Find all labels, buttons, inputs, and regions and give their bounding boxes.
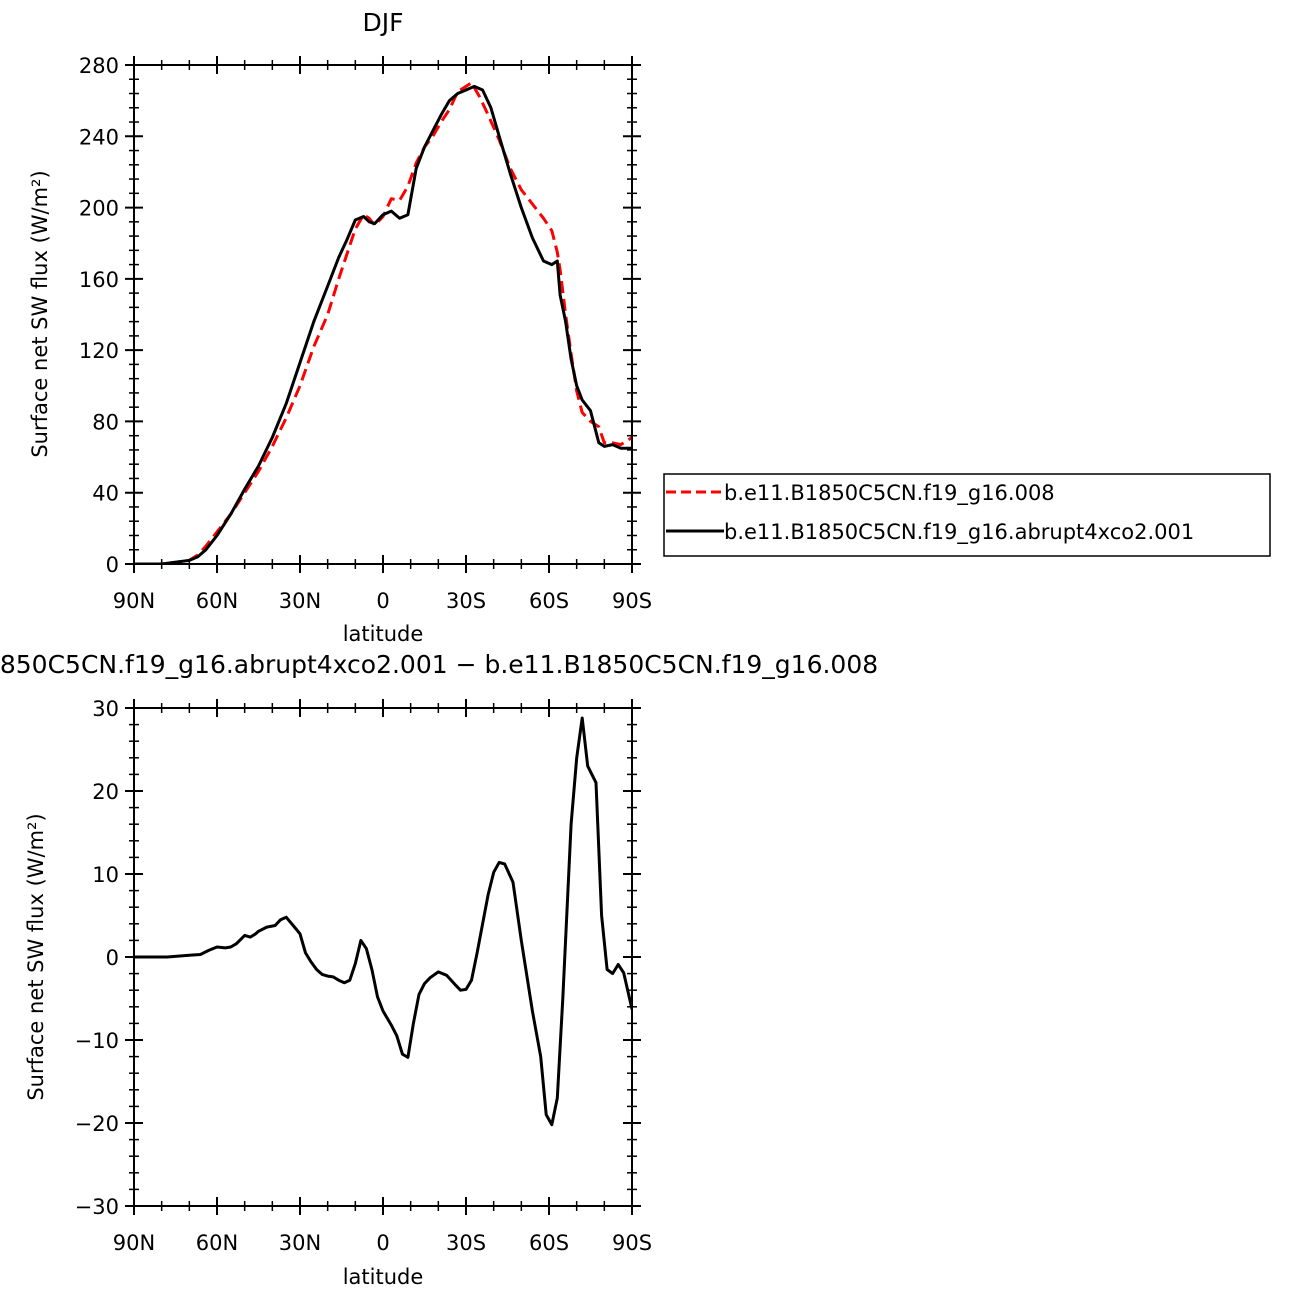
bottom-x-tick-label: 30N — [279, 1231, 321, 1255]
bottom-x-axis-label: latitude — [343, 1265, 424, 1289]
legend: b.e11.B1850C5CN.f19_g16.008 b.e11.B1850C… — [663, 473, 1271, 557]
top-y-tick-label: 280 — [79, 54, 119, 78]
bottom-x-tick-label: 90N — [113, 1231, 155, 1255]
top-y-tick-label: 0 — [106, 553, 119, 577]
bottom-y-axis-ticks: −30 −20 −10 0 10 20 30 — [75, 697, 641, 1219]
top-y-tick-label: 120 — [79, 339, 119, 363]
bottom-x-tick-label: 60S — [529, 1231, 569, 1255]
top-panel: DJF 0 40 80 120 160 200 240 280 90N 60N 30N 0 30S 60… — [28, 8, 1271, 646]
top-y-axis-ticks: 0 40 80 120 160 200 240 280 — [79, 54, 641, 577]
bottom-x-axis-ticks: 90N 60N 30N 0 30S 60S 90S — [113, 699, 652, 1255]
top-x-tick-label: 60N — [196, 589, 238, 613]
top-x-tick-label: 30N — [279, 589, 321, 613]
bottom-y-tick-label: 10 — [92, 863, 119, 887]
top-y-tick-label: 80 — [92, 410, 119, 434]
bottom-x-tick-label: 90S — [612, 1231, 652, 1255]
top-panel-title: DJF — [362, 8, 403, 37]
bottom-panel: b.e11.B1850C5CN.f19_g16.abrupt4xco2.001 … — [0, 650, 878, 1289]
top-x-tick-label: 90N — [113, 589, 155, 613]
bottom-series-line-0 — [134, 716, 632, 1127]
top-x-tick-label: 90S — [612, 589, 652, 613]
top-x-tick-label: 30S — [446, 589, 486, 613]
top-y-tick-label: 240 — [79, 125, 119, 149]
bottom-y-tick-label: 30 — [92, 697, 119, 721]
top-plot-frame — [133, 64, 633, 565]
top-x-tick-label: 0 — [376, 589, 389, 613]
bottom-y-tick-label: −20 — [75, 1112, 119, 1136]
top-y-tick-label: 40 — [92, 482, 119, 506]
bottom-y-tick-label: 20 — [92, 780, 119, 804]
bottom-x-tick-label: 60N — [196, 1231, 238, 1255]
legend-label-control: b.e11.B1850C5CN.f19_g16.008 — [724, 481, 1055, 506]
bottom-panel-title: b.e11.B1850C5CN.f19_g16.abrupt4xco2.001 … — [0, 650, 878, 679]
bottom-y-tick-label: 0 — [106, 946, 119, 970]
top-series-group — [134, 81, 632, 564]
top-y-tick-label: 200 — [79, 197, 119, 221]
top-x-tick-label: 60S — [529, 589, 569, 613]
bottom-y-axis-label: Surface net SW flux (W/m²) — [24, 813, 48, 1100]
bottom-series-group — [134, 716, 632, 1127]
legend-label-abrupt4xco2: b.e11.B1850C5CN.f19_g16.abrupt4xco2.001 — [724, 520, 1194, 545]
top-y-axis-label: Surface net SW flux (W/m²) — [28, 170, 52, 457]
bottom-y-tick-label: −10 — [75, 1029, 119, 1053]
top-x-axis-label: latitude — [343, 622, 424, 646]
top-y-tick-label: 160 — [79, 268, 119, 292]
bottom-x-tick-label: 30S — [446, 1231, 486, 1255]
bottom-y-tick-label: −30 — [75, 1195, 119, 1219]
top-series-line-1 — [134, 84, 632, 564]
bottom-plot-frame — [133, 707, 633, 1207]
legend-box — [663, 473, 1271, 557]
bottom-x-tick-label: 0 — [376, 1231, 389, 1255]
